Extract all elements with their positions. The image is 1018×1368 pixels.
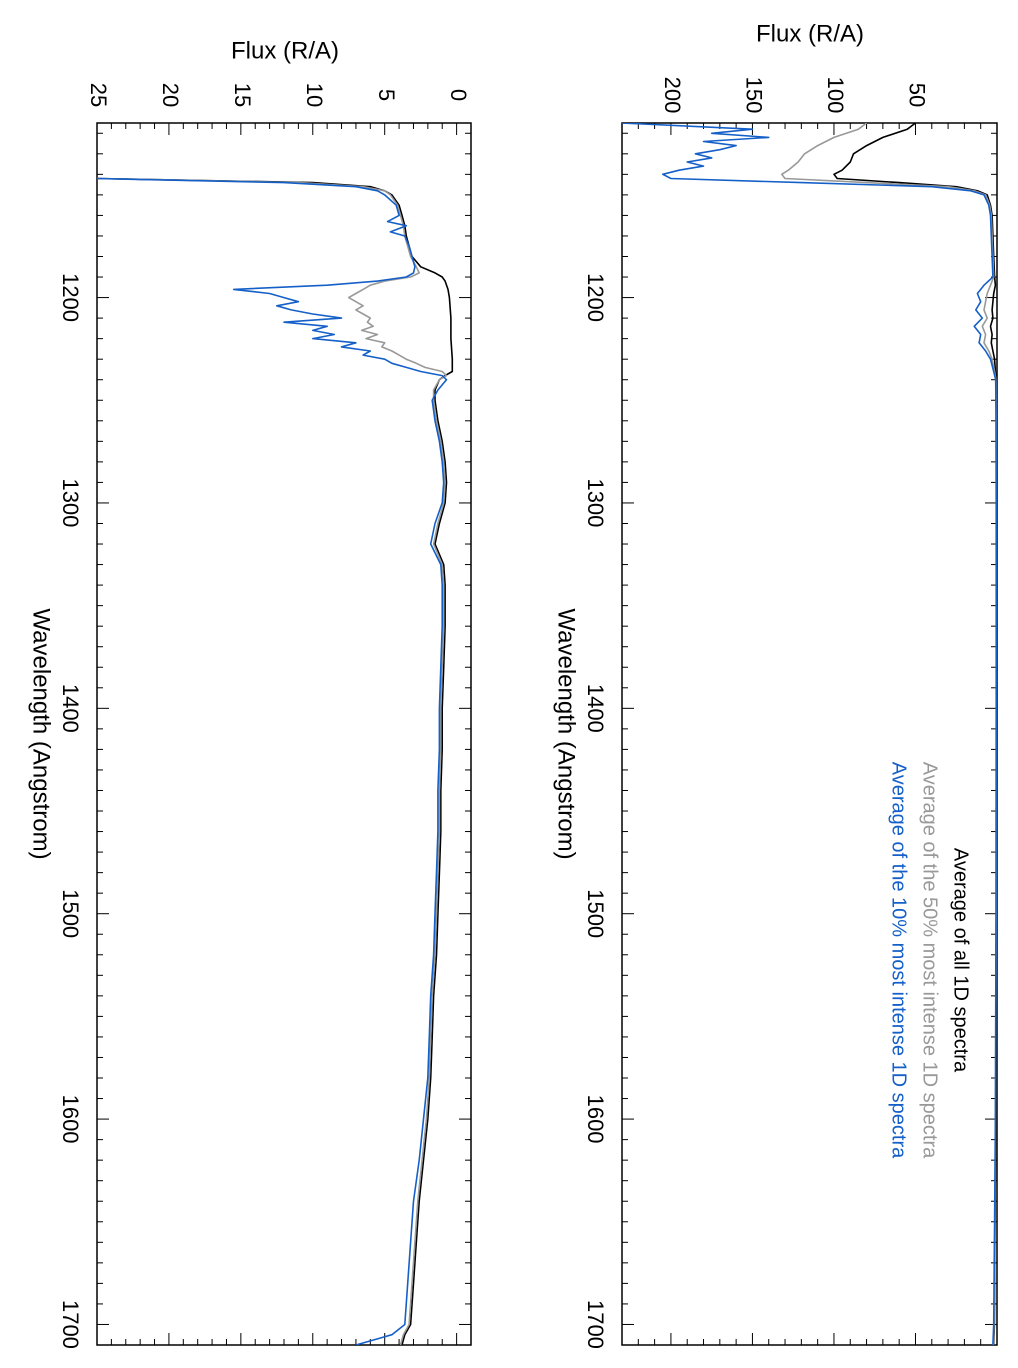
- y-axis-title: Flux (R/A): [231, 37, 339, 64]
- y-axis-title: Flux (R/A): [756, 20, 864, 47]
- x-tick-label: 1400: [58, 684, 83, 733]
- x-tick-label: 1300: [583, 478, 608, 527]
- x-tick-label: 1500: [58, 889, 83, 938]
- y-tick-label: 10: [302, 83, 327, 107]
- x-tick-label: 1200: [58, 273, 83, 322]
- y-tick-label: 100: [823, 77, 848, 114]
- legend-item: Average of the 50% most intense 1D spect…: [919, 762, 941, 1159]
- series-line-all: [833, 123, 997, 1345]
- legend: Average of all 1D spectra Average of the …: [888, 762, 972, 1159]
- x-tick-label: 1600: [58, 1095, 83, 1144]
- legend-item: Average of all 1D spectra: [950, 848, 972, 1073]
- x-tick-label: 1200: [583, 273, 608, 322]
- y-tick-label: 150: [742, 77, 767, 114]
- y-tick-label: 200: [660, 77, 685, 114]
- y-tick-label: 0: [446, 89, 471, 101]
- x-axis-title: Wavelength (Angstrom): [553, 608, 580, 859]
- x-tick-label: 1700: [583, 1300, 608, 1349]
- y-tick-label: 20: [158, 83, 183, 107]
- y-tick-label: 15: [230, 83, 255, 107]
- top-panel: 1200 1300 1400 1500 1600 1700 50 100 150 200 Flux …: [553, 20, 998, 1349]
- x-tick-label: 1400: [583, 684, 608, 733]
- x-tick-label: 1700: [58, 1300, 83, 1349]
- y-tick-label: 50: [905, 83, 930, 107]
- x-axis-title: Wavelength (Angstrom): [28, 608, 55, 859]
- x-tick-label: 1600: [583, 1095, 608, 1144]
- x-tick-label: 1300: [58, 478, 83, 527]
- series-line-10pct: [622, 123, 997, 1345]
- bottom-panel: 1200 1300 1400 1500 1600 1700 0 5 10 15 20 25 Flux (…: [28, 37, 472, 1349]
- y-tick-label: 25: [86, 83, 111, 107]
- series-line-10pct: [97, 177, 448, 1345]
- plot-frame: [621, 122, 998, 1346]
- y-tick-label: 5: [374, 89, 399, 101]
- plot-frame: [96, 122, 472, 1346]
- series-line-50pct: [780, 123, 997, 1345]
- series-line-all: [97, 177, 454, 1345]
- series-line-50pct: [97, 177, 448, 1345]
- x-tick-label: 1500: [583, 889, 608, 938]
- legend-item: Average of the 10% most intense 1D spect…: [888, 762, 910, 1159]
